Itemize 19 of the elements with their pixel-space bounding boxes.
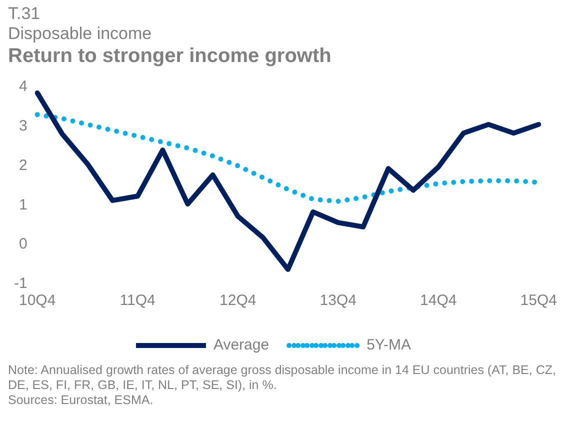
x-tick-label: 14Q4 [420,292,457,310]
y-tick-label: 1 [18,196,28,214]
x-tick-label: 10Q4 [18,292,56,310]
x-tick-label: 13Q4 [320,292,356,310]
x-tick-label: 12Q4 [220,292,256,310]
text: T.31 [8,4,42,24]
y-tick-label: 2 [18,156,28,174]
legend-label: 5Y-MA [366,336,412,354]
source-note: Sources: Eurostat, ESMA. [8,393,154,408]
legend-label: Average [213,336,270,354]
y-tick-label: -1 [14,275,28,292]
text: Note: Annualised growth rates of average gross disposable income in 14 EU countries (AT, BE, CZ, DE, ES, FI, FR, GB, IE, IT, NL, PT, SE, SI), in %. [8,363,557,393]
x-tick-label: 11Q4 [120,292,156,310]
y-tick-label: 0 [18,236,28,253]
x-tick-label: 15Q4 [520,292,558,310]
y-tick-label: 4 [18,78,28,96]
chart-subtitle: Disposable income [8,24,153,44]
y-tick-label: 3 [18,118,28,135]
chart-title: Return to stronger income growth [8,44,332,68]
